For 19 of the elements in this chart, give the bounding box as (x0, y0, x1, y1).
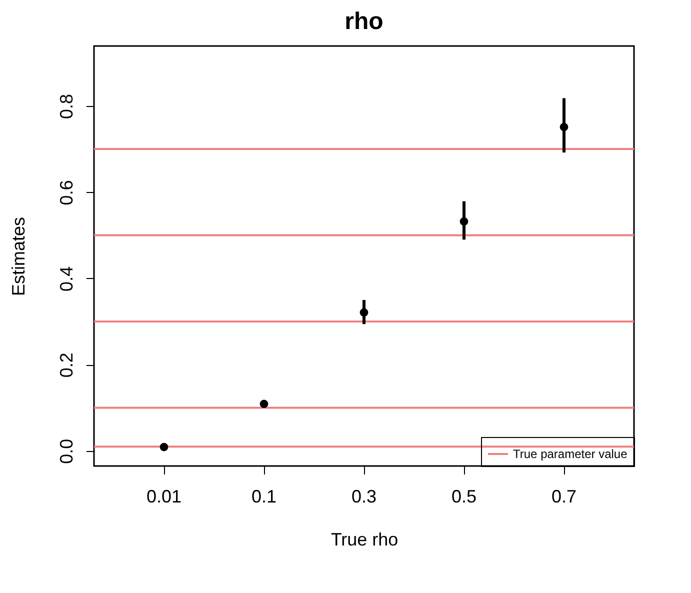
y-tick-label: 0.8 (56, 94, 76, 119)
y-tick-label: 0.4 (56, 266, 76, 292)
y-axis-title: Estimates (8, 216, 28, 296)
chart-title: rho (344, 8, 384, 35)
x-tick-label: 0.5 (451, 486, 477, 506)
point (360, 308, 368, 317)
point (560, 122, 568, 132)
x-tick-label: 0.01 (146, 486, 182, 506)
point (160, 442, 168, 452)
ref-line-label: True parameter value (513, 447, 628, 461)
x-tick-label: 0.7 (551, 486, 577, 506)
y-tick-label: 0.0 (56, 438, 76, 464)
point (260, 400, 268, 408)
point (460, 217, 468, 226)
x-tick-label: 0.1 (251, 486, 277, 506)
x-tick-label: 0.3 (351, 486, 377, 506)
x-axis-title: True rho (330, 530, 398, 550)
y-tick-label: 0.6 (56, 180, 76, 206)
y-tick-label: 0.2 (56, 352, 76, 378)
